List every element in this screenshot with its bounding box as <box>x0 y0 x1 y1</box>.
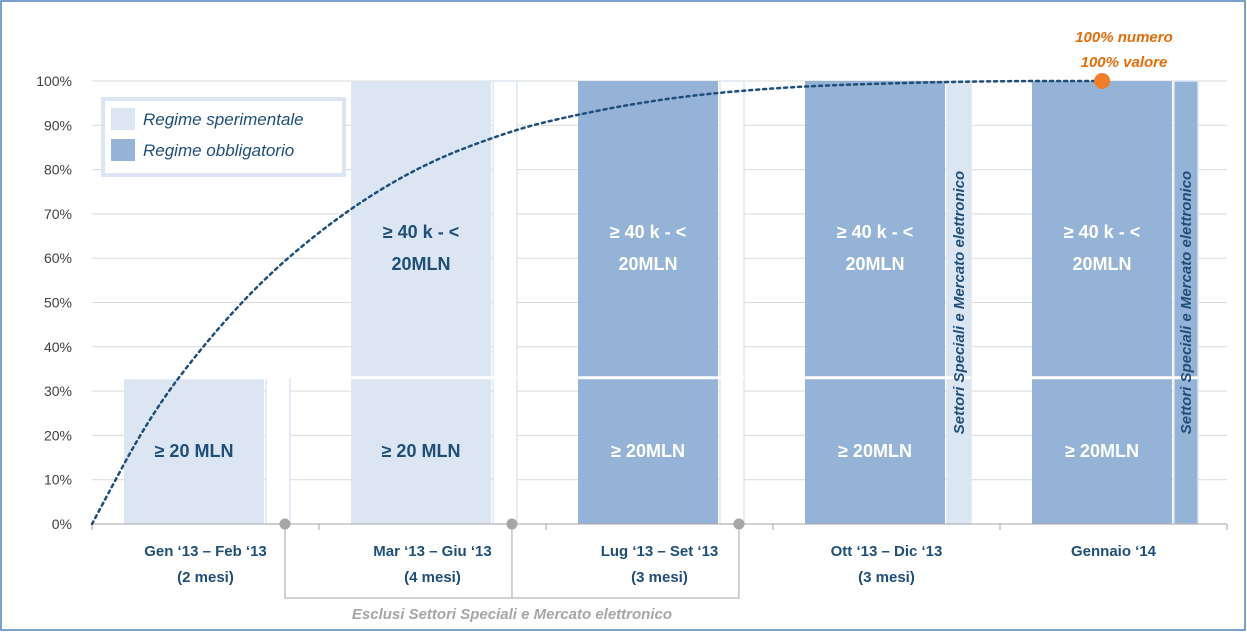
side-bar <box>946 80 972 525</box>
legend-swatch <box>111 108 135 130</box>
bar-labels: ≥ 20 MLN ≥ 20 MLN ≥ 40 k - <20MLN ≥ 20MLN ≥ … <box>155 171 1195 461</box>
bar-label: ≥ 40 k - <20MLN <box>837 222 913 274</box>
bar-segment <box>1032 81 1172 378</box>
y-tick-label: 50% <box>44 295 72 311</box>
side-bar <box>1173 80 1199 525</box>
annotation-line2: 100% valore <box>1081 54 1168 71</box>
bracket-marker <box>506 518 518 530</box>
bar-segment <box>351 81 491 378</box>
x-tick-label: Gen ‘13 – Feb ‘13 <box>144 543 267 560</box>
bar-label: ≥ 20 MLN <box>155 441 234 461</box>
trend-curve-line <box>90 79 1104 526</box>
bar-segment <box>805 377 945 524</box>
y-tick-label: 10% <box>44 472 72 488</box>
bar-label: ≥ 40 k - <20MLN <box>610 222 686 274</box>
x-tick-sublabel: (2 mesi) <box>177 569 234 586</box>
y-axis-ticks: 0% 10% 20% 30% 40% 50% 60% 70% 80% 90% 100% <box>36 73 72 532</box>
bracket: Esclusi Settori Speciali e Mercato elett… <box>279 518 745 623</box>
y-tick-label: 60% <box>44 250 72 266</box>
x-axis-ticks: Gen ‘13 – Feb ‘13 (2 mesi) Mar ‘13 – Giu ‘… <box>144 543 1156 586</box>
x-tick-label: Gennaio ‘14 <box>1071 543 1157 560</box>
legend-swatch <box>111 139 135 161</box>
y-tick-label: 70% <box>44 206 72 222</box>
x-tick-sublabel: (4 mesi) <box>404 569 461 586</box>
y-tick-label: 30% <box>44 383 72 399</box>
y-tick-label: 40% <box>44 339 72 355</box>
y-tick-label: 90% <box>44 117 72 133</box>
side-bar <box>492 80 518 379</box>
y-tick-label: 20% <box>44 427 72 443</box>
legend-label: Regime sperimentale <box>143 110 304 129</box>
y-tick-label: 0% <box>52 516 72 532</box>
bar-segment <box>1032 377 1172 524</box>
side-bar-label: Settori Speciali e Mercato elettronico <box>951 171 968 434</box>
side-bar <box>719 377 745 525</box>
bar-label: ≥ 40 k - <20MLN <box>1064 222 1140 274</box>
side-bar <box>265 377 291 525</box>
bar-label: ≥ 20MLN <box>838 441 912 461</box>
bracket-marker <box>279 518 291 530</box>
x-tick-label: Lug ‘13 – Set ‘13 <box>601 543 719 560</box>
bar-label: ≥ 40 k - <20MLN <box>383 222 459 274</box>
legend: Regime sperimentale Regime obbligatorio <box>101 97 346 177</box>
bracket-marker <box>733 518 745 530</box>
legend-box <box>101 97 346 177</box>
bar-segment <box>578 81 718 378</box>
bar-segment <box>124 377 264 524</box>
trend-curve <box>90 73 1111 526</box>
endpoint-marker <box>1094 73 1111 89</box>
x-tick-label: Ott ‘13 – Dic ‘13 <box>831 543 943 560</box>
y-tick-label: 80% <box>44 162 72 178</box>
x-tick-sublabel: (3 mesi) <box>631 569 688 586</box>
bar-segment <box>578 377 718 524</box>
bracket-label: Esclusi Settori Speciali e Mercato elett… <box>352 606 672 623</box>
bracket-line <box>284 524 740 599</box>
bar-label: ≥ 20 MLN <box>382 441 461 461</box>
side-bar <box>492 377 518 525</box>
annotation-line1: 100% numero <box>1075 29 1173 46</box>
x-tick-sublabel: (3 mesi) <box>858 569 915 586</box>
side-bar <box>719 80 745 379</box>
y-tick-label: 100% <box>36 73 72 89</box>
bar-label: ≥ 20MLN <box>1065 441 1139 461</box>
x-tick-label: Mar ‘13 – Giu ‘13 <box>373 543 491 560</box>
side-bar-label: Settori Speciali e Mercato elettronico <box>1178 171 1195 434</box>
bar-label: ≥ 20MLN <box>611 441 685 461</box>
bar-segment <box>805 81 945 378</box>
annotations: 100% numero 100% valore <box>1075 29 1173 71</box>
bar-segment <box>351 377 491 524</box>
legend-label: Regime obbligatorio <box>143 141 294 160</box>
bars <box>124 80 1199 525</box>
